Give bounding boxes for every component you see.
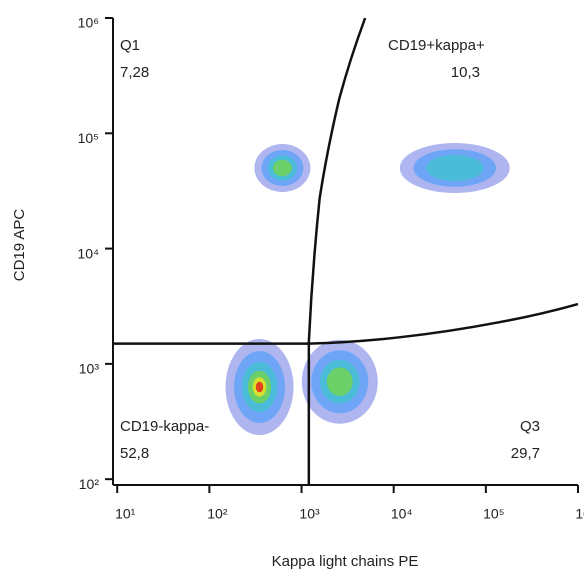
- x-tick-label: 10⁴: [391, 506, 413, 522]
- population: [272, 159, 292, 177]
- gate: [308, 302, 579, 345]
- population: [426, 154, 484, 181]
- quadrant-name: CD19+kappa+: [388, 37, 485, 54]
- x-tick-label: 10⁵: [483, 506, 504, 522]
- y-tick-label: 10⁶: [78, 15, 99, 31]
- gate: [307, 17, 367, 342]
- y-axis-label: CD19 APC: [11, 209, 28, 282]
- x-axis-label: Kappa light chains PE: [272, 553, 419, 570]
- population: [255, 381, 264, 393]
- quadrant-name: CD19-kappa-: [120, 418, 209, 435]
- population: [326, 367, 353, 397]
- y-tick-label: 10²: [79, 476, 100, 492]
- x-tick-label: 10³: [299, 506, 320, 522]
- x-tick-label: 10¹: [115, 506, 136, 522]
- y-tick-label: 10³: [79, 361, 100, 377]
- quadrant-name: Q3: [520, 418, 540, 435]
- x-tick-label: 10⁶: [575, 506, 584, 522]
- quadrant-value: 29,7: [511, 445, 540, 462]
- quadrant-value: 7,28: [120, 64, 149, 81]
- quadrant-value: 52,8: [120, 445, 149, 462]
- quadrant-name: Q1: [120, 37, 140, 54]
- y-tick-label: 10⁵: [78, 130, 99, 146]
- quadrant-value: 10,3: [451, 64, 480, 81]
- x-tick-label: 10²: [207, 506, 228, 522]
- y-tick-label: 10⁴: [77, 245, 99, 261]
